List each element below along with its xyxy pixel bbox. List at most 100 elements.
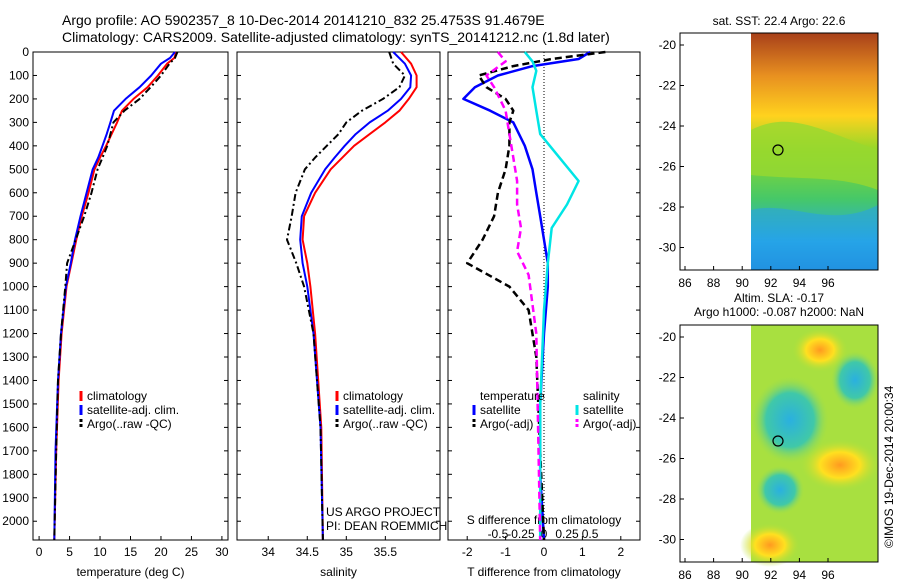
map-x-tick-label: 88 bbox=[707, 568, 721, 580]
s-tick-label: -0.5 bbox=[488, 527, 509, 541]
map-y-tick-label: -28 bbox=[659, 492, 677, 506]
series-argo-raw-qc- bbox=[53, 51, 179, 541]
legend-header-salinity: salinity bbox=[583, 389, 620, 403]
depth-tick-label: 2000 bbox=[2, 514, 29, 528]
map-y-tick-label: -22 bbox=[659, 371, 677, 385]
depth-tick-label: 1200 bbox=[2, 327, 29, 341]
panel-frame bbox=[32, 51, 229, 541]
legend-label: satellite bbox=[583, 403, 624, 417]
depth-tick-label: 200 bbox=[9, 92, 29, 106]
map-subtitle: Argo h1000: -0.087 h2000: NaN bbox=[694, 305, 864, 319]
x-tick-label: -1 bbox=[500, 545, 511, 559]
page-title-line2: Climatology: CARS2009. Satellite-adjuste… bbox=[62, 29, 610, 45]
map-y-tick-label: -22 bbox=[659, 79, 677, 93]
map-x-tick-label: 92 bbox=[764, 276, 778, 290]
series-argo-adj- bbox=[465, 50, 606, 541]
map-axes-sla_map: 86 88 90 92 94 96 -20 -22 -24 -26 -28 -30 Altim. SLA… bbox=[659, 291, 864, 580]
x-tick-label: 25 bbox=[185, 545, 199, 559]
series-satellite bbox=[523, 51, 580, 540]
map-y-tick-label: -24 bbox=[659, 119, 677, 133]
map-y-tick-label: -26 bbox=[659, 160, 677, 174]
x-tick-label: 5 bbox=[66, 545, 73, 559]
map-x-tick-label: 88 bbox=[707, 276, 721, 290]
depth-tick-label: 1400 bbox=[2, 373, 29, 387]
map-y-tick-label: -30 bbox=[659, 241, 677, 255]
depth-tick-label: 400 bbox=[9, 139, 29, 153]
s-tick-label: 0.5 bbox=[582, 527, 599, 541]
depth-tick-label: 500 bbox=[9, 162, 29, 176]
panel-temperature: 0100200300400500600700800900100011001200… bbox=[2, 45, 229, 579]
map-axes-sst_map: 86 88 90 92 94 96 -20 -22 -24 -26 -28 -30 sat. SST: … bbox=[659, 14, 846, 290]
map-x-tick-label: 96 bbox=[821, 568, 835, 580]
map-x-tick-label: 90 bbox=[736, 276, 750, 290]
depth-tick-label: 1600 bbox=[2, 420, 29, 434]
map-x-tick-label: 90 bbox=[736, 568, 750, 580]
depth-tick-label: 1300 bbox=[2, 350, 29, 364]
series-satellite-adj-clim- bbox=[299, 51, 413, 541]
x-tick-label: 35.5 bbox=[374, 545, 398, 559]
legend-label: climatology bbox=[343, 389, 403, 403]
sst-map bbox=[679, 32, 879, 271]
depth-tick-label: 0 bbox=[22, 45, 29, 59]
x-axis-label: temperature (deg C) bbox=[76, 565, 184, 579]
legend-label: satellite-adj. clim. bbox=[87, 403, 179, 417]
s-tick-label: -0.25 bbox=[507, 527, 535, 541]
x-tick-label: 0 bbox=[36, 545, 43, 559]
map-y-tick-label: -30 bbox=[659, 533, 677, 547]
x-tick-label: 15 bbox=[124, 545, 138, 559]
depth-tick-label: 1500 bbox=[2, 397, 29, 411]
depth-tick-label: 1700 bbox=[2, 444, 29, 458]
argo-location-marker bbox=[772, 144, 784, 156]
depth-tick-label: 100 bbox=[9, 68, 29, 82]
map-title: sat. SST: 22.4 Argo: 22.6 bbox=[713, 14, 846, 28]
x-axis-label: T difference from climatology bbox=[467, 565, 621, 579]
x-axis-label: salinity bbox=[320, 565, 357, 579]
map-title: Altim. SLA: -0.17 bbox=[734, 291, 824, 305]
legend-header-temperature: temperature bbox=[480, 389, 545, 403]
panel-difference: -2 -1 0 1 2 T difference from climatology -0.5… bbox=[447, 50, 641, 579]
map-x-tick-label: 86 bbox=[678, 568, 692, 580]
depth-tick-label: 300 bbox=[9, 115, 29, 129]
map-y-tick-label: -26 bbox=[659, 452, 677, 466]
depth-tick-label: 1100 bbox=[3, 303, 29, 317]
x-tick-label: 34.5 bbox=[296, 545, 320, 559]
map-y-tick-label: -20 bbox=[659, 330, 677, 344]
depth-tick-label: 1800 bbox=[2, 467, 29, 481]
map-y-tick-label: -24 bbox=[659, 411, 677, 425]
depth-tick-label: 800 bbox=[9, 233, 29, 247]
series-climatology bbox=[301, 51, 418, 541]
legend-label: Argo(-adj) bbox=[480, 417, 533, 431]
x-tick-label: 0 bbox=[541, 545, 548, 559]
argo-location-marker-sla bbox=[772, 435, 784, 447]
map-x-tick-label: 92 bbox=[764, 568, 778, 580]
map-x-tick-label: 94 bbox=[793, 276, 807, 290]
legend-label: satellite bbox=[480, 403, 521, 417]
x-tick-label: 1 bbox=[579, 545, 586, 559]
x-tick-label: 35 bbox=[340, 545, 354, 559]
x-tick-label: 2 bbox=[617, 545, 624, 559]
legend-label: Argo(-adj) bbox=[583, 417, 636, 431]
page-title-line1: Argo profile: AO 5902357_8 10-Dec-2014 2… bbox=[62, 12, 545, 28]
series-argo-raw-qc- bbox=[286, 51, 406, 541]
series-argo-adj- bbox=[485, 51, 542, 541]
map-x-tick-label: 96 bbox=[821, 276, 835, 290]
x-tick-label: 10 bbox=[93, 545, 107, 559]
x-tick-label: -2 bbox=[462, 545, 473, 559]
depth-tick-label: 900 bbox=[9, 256, 29, 270]
map-x-tick-label: 94 bbox=[793, 568, 807, 580]
legend-label: climatology bbox=[87, 389, 147, 403]
panel-salinity: 34 34.5 35 35.5 salinity climatologysatellite… bbox=[236, 51, 441, 579]
map-y-tick-label: -20 bbox=[659, 38, 677, 52]
depth-tick-label: 700 bbox=[9, 209, 29, 223]
panel-frame bbox=[236, 51, 441, 541]
legend-label: Argo(..raw -QC) bbox=[87, 417, 172, 431]
map-x-tick-label: 86 bbox=[678, 276, 692, 290]
legend-label: satellite-adj. clim. bbox=[343, 403, 435, 417]
map-y-tick-label: -28 bbox=[659, 200, 677, 214]
x-tick-label: 20 bbox=[154, 545, 168, 559]
depth-tick-label: 600 bbox=[9, 186, 29, 200]
x-tick-label: 34 bbox=[262, 545, 276, 559]
imos-stamp: ©IMOS 19-Dec-2014 20:00:34 bbox=[882, 385, 896, 548]
credit-pi: PI: DEAN ROEMMICH bbox=[326, 519, 447, 533]
